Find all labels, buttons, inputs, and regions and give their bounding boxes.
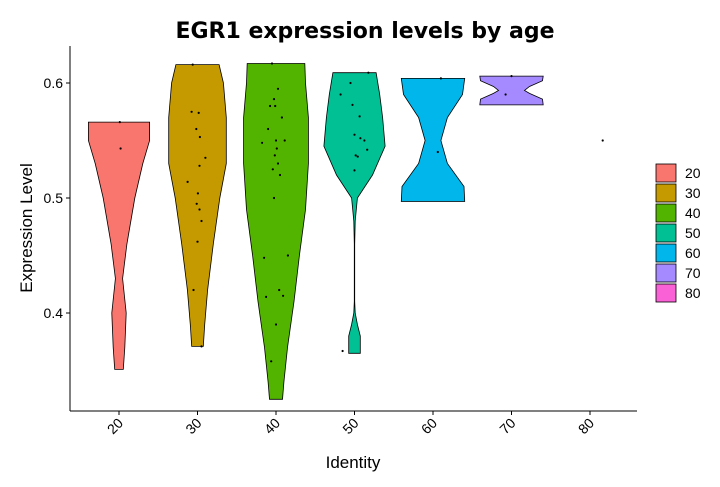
violin-layer [88,63,544,400]
data-point-50-3 [358,115,361,118]
legend-key-80 [655,283,677,303]
data-point-40-5 [275,147,278,150]
data-point-40-3 [269,104,272,108]
data-point-50-0 [353,133,356,136]
x-tick-label: 80 [575,415,597,437]
data-point-40-2 [272,98,276,101]
data-point-50-10 [349,81,352,85]
data-point-40-18 [270,360,273,363]
violin-50 [323,72,386,354]
y-tick-label: 0.5 [44,190,64,206]
data-point-50-4 [351,103,354,106]
data-point-80-0 [601,139,604,142]
data-point-40-13 [286,254,289,257]
violin-40 [243,63,309,400]
data-point-30-1 [198,135,201,139]
data-point-30-4 [195,202,198,205]
x-tick-label: 70 [496,415,518,437]
data-point-30-11 [204,156,207,159]
data-point-30-9 [186,180,189,183]
data-point-20-0 [118,121,121,124]
data-point-40-15 [282,294,285,297]
legend-label-70: 70 [685,265,701,281]
legend-key-50 [655,223,677,243]
legend-label-20: 20 [685,165,701,181]
violin-20 [88,121,151,370]
x-tick-label: 60 [418,415,440,437]
data-point-40-6 [273,154,276,157]
legend-key-40 [655,203,677,223]
data-point-40-8 [267,127,270,131]
data-point-40-14 [263,256,266,259]
data-point-40-1 [276,87,280,90]
x-tick-label: 20 [104,415,126,437]
data-point-40-16 [265,295,268,298]
legend-label-80: 80 [685,285,701,301]
data-point-40-11 [283,139,286,142]
data-point-60-1 [436,150,439,154]
data-point-30-12 [190,110,193,113]
x-tick-label: 50 [339,415,361,437]
data-point-40-22 [274,104,277,108]
data-point-40-10 [278,173,282,177]
data-point-50-8 [367,71,370,74]
data-point-50-2 [356,155,359,158]
data-point-40-20 [272,196,276,200]
y-axis-label: Expression Level [17,163,36,292]
data-point-40-17 [274,323,278,326]
x-axis-label: Identity [326,453,381,472]
x-tick-label: 30 [182,415,204,437]
data-point-50-1 [354,154,357,157]
legend-key-70 [655,263,677,283]
data-point-50-6 [366,148,369,151]
chart-title: EGR1 expression levels by age [175,19,554,44]
violin-70 [479,75,544,106]
data-point-40-9 [280,116,283,119]
data-point-60-0 [439,77,442,80]
legend-label-60: 60 [685,245,701,261]
violin-60 [400,78,466,202]
violin-30 [168,64,227,347]
data-point-30-10 [200,219,203,223]
data-point-50-12 [363,139,366,142]
y-tick-label: 0.4 [44,305,64,321]
data-point-50-7 [353,169,356,172]
x-tick-label: 40 [261,415,283,437]
data-point-30-5 [196,240,199,243]
data-point-30-3 [196,192,199,195]
jitter-points [118,62,604,363]
data-point-70-1 [504,93,507,96]
x-ticks: 20 30 40 50 60 70 80 [104,411,597,437]
data-point-30-13 [195,127,198,131]
legend-key-30 [655,183,677,203]
legend-label-50: 50 [685,225,701,241]
legend-key-20 [655,163,677,183]
data-point-30-8 [191,63,194,66]
legend-label-30: 30 [685,185,701,201]
data-point-40-7 [271,168,274,171]
data-point-30-6 [200,345,203,348]
data-point-40-4 [274,139,278,142]
data-point-40-19 [278,288,281,292]
data-point-30-7 [192,288,195,292]
legend: 20 30 40 50 60 70 80 [655,163,701,303]
data-point-30-2 [198,164,201,167]
data-point-40-21 [276,162,280,165]
data-point-50-11 [341,349,344,353]
data-point-50-9 [339,93,342,96]
data-point-30-14 [198,208,201,211]
legend-key-60 [655,243,677,263]
data-point-40-0 [270,62,274,65]
data-point-70-0 [510,75,513,78]
data-point-30-0 [197,111,200,114]
y-ticks: 0.4 0.5 0.6 [44,75,70,321]
data-point-50-5 [359,137,362,140]
data-point-20-1 [119,147,122,150]
y-tick-label: 0.6 [44,75,64,91]
legend-label-40: 40 [685,205,701,221]
data-point-40-12 [261,141,264,144]
